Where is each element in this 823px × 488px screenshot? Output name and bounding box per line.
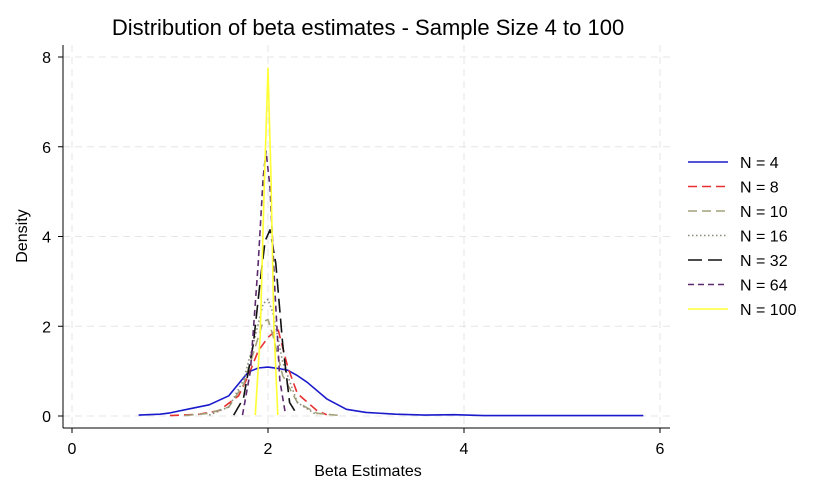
legend-label-6: N = 100 xyxy=(740,302,797,319)
x-tick-label-4: 4 xyxy=(460,441,469,458)
legend-label-1: N = 8 xyxy=(740,180,779,197)
y-tick-label-8: 8 xyxy=(42,50,51,67)
y-tick-label-0: 0 xyxy=(42,409,51,426)
chart-title: Distribution of beta estimates - Sample … xyxy=(112,15,624,40)
series-line-2 xyxy=(184,318,342,417)
legend-label-5: N = 64 xyxy=(740,278,788,295)
legend-label-3: N = 16 xyxy=(740,229,788,246)
legend-label-2: N = 10 xyxy=(740,204,788,221)
series-line-4 xyxy=(233,229,299,416)
legend-label-4: N = 32 xyxy=(740,253,788,270)
grid xyxy=(63,45,670,428)
x-tick-label-6: 6 xyxy=(656,441,665,458)
x-tick-label-0: 0 xyxy=(68,441,77,458)
axes: 0 2 4 6 8 0 2 4 6 xyxy=(42,45,670,458)
y-tick-label-4: 4 xyxy=(42,230,51,247)
legend: N = 4 N = 8 N = 10 N = 16 N = 32 N = 64 N = 10… xyxy=(688,155,797,319)
x-tick-label-2: 2 xyxy=(264,441,273,458)
x-axis-label: Beta Estimates xyxy=(314,463,422,480)
series-line-0 xyxy=(138,366,644,417)
legend-label-0: N = 4 xyxy=(740,155,779,172)
y-tick-label-2: 2 xyxy=(42,319,51,336)
y-tick-label-6: 6 xyxy=(42,140,51,157)
y-axis-label: Density xyxy=(14,209,31,262)
series-lines xyxy=(138,67,644,417)
series-line-3 xyxy=(208,298,318,416)
series-line-6 xyxy=(254,67,279,416)
